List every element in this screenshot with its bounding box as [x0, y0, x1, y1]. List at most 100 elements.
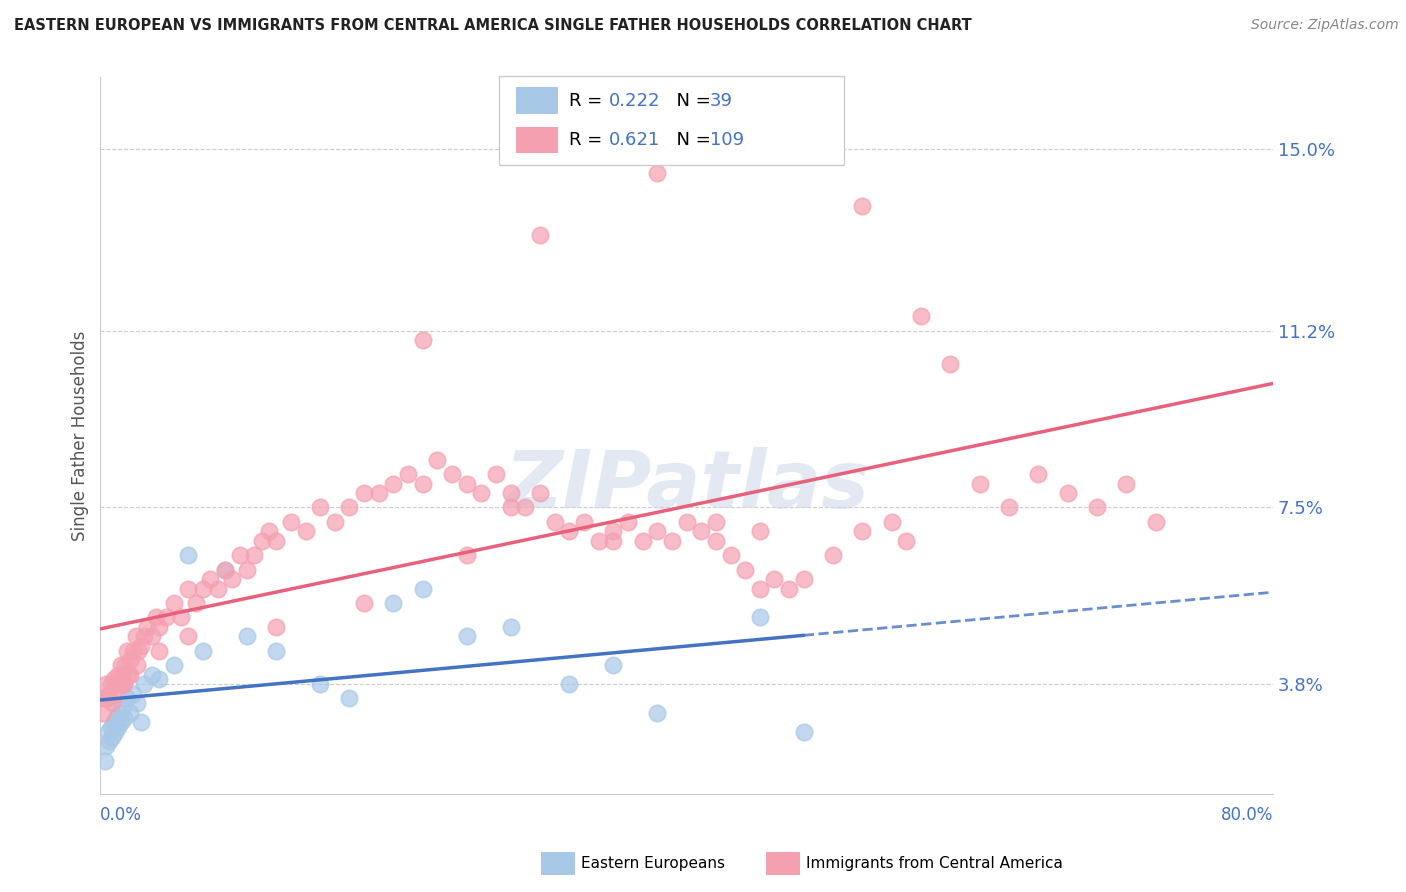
- Point: [645, 524, 668, 539]
- Point: [720, 548, 742, 562]
- Point: [177, 548, 200, 562]
- Point: [617, 515, 640, 529]
- Point: [412, 476, 434, 491]
- Point: [134, 677, 156, 691]
- Text: R =: R =: [569, 92, 609, 110]
- Point: [264, 533, 287, 548]
- Point: [103, 673, 125, 687]
- Point: [103, 715, 125, 730]
- Point: [118, 667, 141, 681]
- Point: [148, 673, 170, 687]
- Point: [236, 629, 259, 643]
- Point: [111, 677, 134, 691]
- Text: Source: ZipAtlas.com: Source: ZipAtlas.com: [1251, 18, 1399, 32]
- Point: [339, 500, 361, 515]
- Text: EASTERN EUROPEAN VS IMMIGRANTS FROM CENTRAL AMERICA SINGLE FATHER HOUSEHOLDS COR: EASTERN EUROPEAN VS IMMIGRANTS FROM CENT…: [14, 18, 972, 33]
- Point: [645, 706, 668, 720]
- Point: [998, 500, 1021, 515]
- Point: [851, 199, 873, 213]
- Point: [91, 706, 114, 720]
- Point: [572, 515, 595, 529]
- Point: [98, 687, 121, 701]
- Point: [96, 739, 118, 754]
- Point: [704, 515, 727, 529]
- Point: [969, 476, 991, 491]
- Point: [121, 687, 143, 701]
- Point: [748, 610, 770, 624]
- Point: [499, 486, 522, 500]
- Point: [101, 730, 124, 744]
- Point: [793, 572, 815, 586]
- Point: [661, 533, 683, 548]
- Text: R =: R =: [569, 131, 609, 149]
- Point: [939, 357, 962, 371]
- Point: [382, 476, 405, 491]
- Point: [515, 500, 537, 515]
- Point: [412, 582, 434, 596]
- Point: [910, 310, 932, 324]
- Point: [588, 533, 610, 548]
- Point: [339, 691, 361, 706]
- Point: [1026, 467, 1049, 481]
- Point: [108, 677, 131, 691]
- Point: [396, 467, 419, 481]
- Point: [470, 486, 492, 500]
- Point: [264, 620, 287, 634]
- Point: [110, 715, 132, 730]
- Point: [114, 658, 136, 673]
- Point: [131, 715, 153, 730]
- Point: [309, 677, 332, 691]
- Point: [94, 754, 117, 768]
- Point: [793, 725, 815, 739]
- Point: [214, 562, 236, 576]
- Point: [236, 562, 259, 576]
- Point: [97, 725, 120, 739]
- Point: [121, 644, 143, 658]
- Point: [294, 524, 316, 539]
- Point: [94, 691, 117, 706]
- Point: [207, 582, 229, 596]
- Point: [529, 228, 551, 243]
- Point: [107, 720, 129, 734]
- Point: [602, 533, 624, 548]
- Point: [1085, 500, 1108, 515]
- Point: [100, 720, 122, 734]
- Point: [124, 629, 146, 643]
- Point: [499, 620, 522, 634]
- Point: [148, 644, 170, 658]
- Point: [162, 596, 184, 610]
- Point: [148, 620, 170, 634]
- Point: [353, 486, 375, 500]
- Point: [412, 333, 434, 347]
- Point: [778, 582, 800, 596]
- Point: [134, 629, 156, 643]
- Point: [105, 677, 128, 691]
- Point: [125, 696, 148, 710]
- Point: [558, 524, 581, 539]
- Point: [353, 596, 375, 610]
- Point: [117, 667, 139, 681]
- Point: [367, 486, 389, 500]
- Point: [499, 500, 522, 515]
- Point: [112, 677, 135, 691]
- Point: [145, 610, 167, 624]
- Point: [456, 629, 478, 643]
- Point: [323, 515, 346, 529]
- Text: N =: N =: [665, 131, 717, 149]
- Point: [177, 582, 200, 596]
- Point: [1115, 476, 1137, 491]
- Point: [250, 533, 273, 548]
- Point: [543, 515, 565, 529]
- Point: [690, 524, 713, 539]
- Point: [115, 644, 138, 658]
- Point: [191, 582, 214, 596]
- Point: [118, 653, 141, 667]
- Point: [155, 610, 177, 624]
- Text: 0.0%: 0.0%: [100, 806, 142, 824]
- Point: [382, 596, 405, 610]
- Point: [115, 691, 138, 706]
- Point: [110, 658, 132, 673]
- Point: [141, 667, 163, 681]
- Point: [456, 476, 478, 491]
- Point: [111, 667, 134, 681]
